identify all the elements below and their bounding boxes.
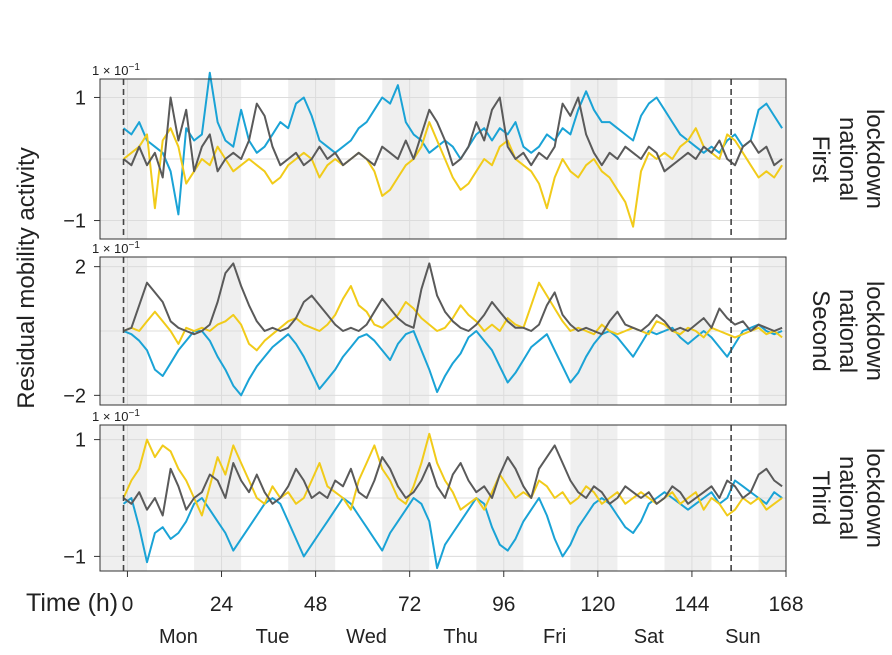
day-label: Mon [159,626,198,648]
y-tick-label: −2 [63,385,86,407]
x-tick-label: 168 [768,593,803,616]
panel-label-line: national [834,289,861,373]
axis-multiplier-exponent: −1 [129,408,141,419]
axis-multiplier-base: 1 × 10 [92,63,129,78]
panel-label-line: national [834,117,861,201]
axis-multiplier-exponent: −1 [129,240,141,251]
x-tick-label: 48 [304,593,327,616]
series-line-3 [122,121,783,228]
panel-label-line: Second [807,290,834,371]
series-line-3 [122,432,783,517]
panel-label-line: First [807,136,834,183]
series-line-1 [122,71,783,216]
x-tick-label: 96 [492,593,515,616]
y-tick-label: 1 [75,430,86,452]
y-tick-label: 2 [75,257,86,279]
y-tick-label: 1 [75,87,86,109]
panel-frame [99,256,787,406]
series-line-2 [123,262,783,336]
x-tick-label: 24 [210,593,234,616]
day-label: Thu [443,626,477,648]
panel-label-line: Third [807,471,834,526]
series-line-1 [122,479,783,570]
axis-multiplier-base: 1 × 10 [92,241,129,256]
axis-multiplier: 1 × 10−1 [92,62,140,78]
x-tick-label: 0 [122,593,134,616]
axis-multiplier: 1 × 10−1 [92,240,140,256]
axis-multiplier-base: 1 × 10 [92,409,129,424]
axis-multiplier-exponent: −1 [129,62,141,73]
y-axis-label: Residual mobility activity [13,147,40,408]
x-tick-label: 72 [398,593,421,616]
y-tick-label: −1 [63,546,86,568]
panel-2: 2 −2 1 × 10−1 Secondnationallockdown [63,240,888,407]
panel-label: Thirdnationallockdown [807,448,888,548]
panel-label-line: lockdown [861,448,888,548]
day-label: Tue [256,626,290,648]
x-axis-label: Time (h) [26,589,118,617]
series-line-1 [123,323,783,397]
axis-multiplier: 1 × 10−1 [92,408,140,424]
day-label: Fri [543,626,566,648]
panel-label-line: lockdown [861,109,888,209]
panel-frame [99,424,787,572]
panel-label-line: lockdown [861,281,888,381]
panel-label: Firstnationallockdown [807,109,888,209]
x-tick-label: 144 [674,593,709,616]
day-label: Wed [346,626,387,648]
y-tick-label: −1 [63,211,86,233]
series-line-2 [122,96,783,179]
x-tick-label: 120 [580,593,615,616]
panel-label: Secondnationallockdown [807,281,888,381]
day-label: Sat [634,626,664,648]
panel-frame [99,78,787,240]
panel-label-line: national [834,456,861,540]
day-label: Sun [725,626,761,648]
series-line-2 [122,444,783,517]
